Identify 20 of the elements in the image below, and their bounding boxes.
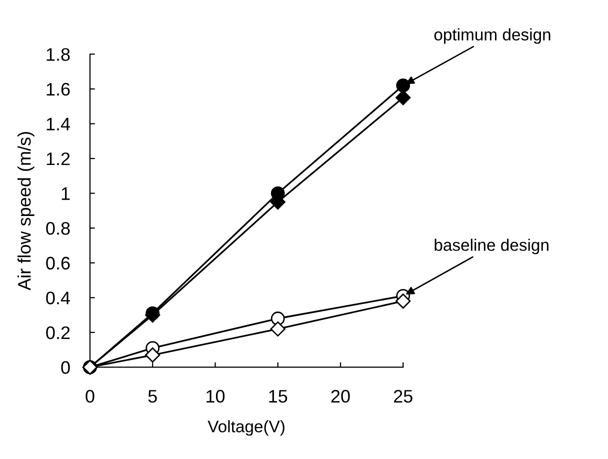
x-tick-label: 10 [206,390,225,403]
x-tick-label: 15 [269,390,288,403]
x-tick-label: 0 [86,390,94,403]
y-tick-label: 0.2 [46,326,70,340]
annotation: baseline design [434,238,548,254]
y-tick-label: 0.8 [46,222,70,235]
annotation: optimum design [434,28,550,44]
x-axis-title: Voltage(V) [208,420,284,436]
x-tick-label: 5 [148,390,157,403]
y-tick-label: 1.8 [46,48,70,61]
y-tick-label: 0.6 [46,256,70,270]
y-tick-label: 0 [61,361,70,374]
y-tick-label: 1 [62,187,70,200]
y-axis-title: Air flow speed (m/s) [18,132,34,290]
y-tick-label: 1.4 [46,118,70,130]
x-tick-label: 25 [394,390,412,403]
y-tick-label: 0.4 [46,292,70,304]
x-tick-label: 20 [331,390,350,403]
y-tick-label: 1.6 [46,82,70,96]
y-tick-label: 1.2 [46,152,70,166]
